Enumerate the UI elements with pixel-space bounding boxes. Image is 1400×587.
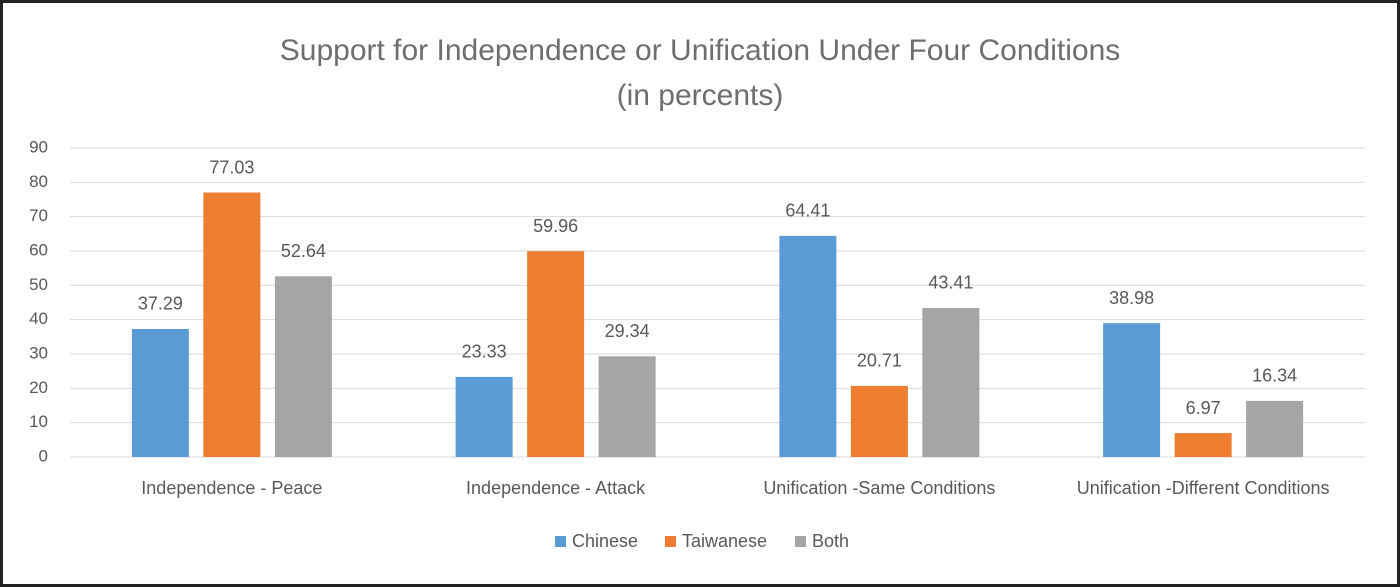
bar: [455, 376, 513, 457]
chart-title: Support for Independence or Unification …: [280, 34, 1121, 67]
bar: [779, 235, 837, 457]
value-label: 77.03: [209, 157, 254, 177]
bar: [527, 251, 585, 457]
y-tick-label: 30: [29, 343, 48, 362]
bar: [850, 385, 908, 457]
legend-swatch: [795, 536, 806, 547]
bar: [131, 328, 189, 457]
bar: [203, 192, 261, 457]
x-tick-label: Independence - Peace: [141, 478, 322, 498]
y-tick-label: 90: [29, 137, 48, 156]
value-label: 52.64: [281, 241, 326, 261]
y-tick-label: 0: [39, 446, 48, 465]
x-tick-label: Unification -Different Conditions: [1077, 478, 1330, 498]
legend: Chinese Taiwanese Both: [555, 531, 849, 551]
bar: [922, 307, 980, 457]
value-label: 64.41: [785, 201, 830, 221]
value-label: 38.98: [1109, 288, 1154, 308]
y-tick-label: 80: [29, 172, 48, 191]
y-tick-label: 50: [29, 275, 48, 294]
legend-label: Taiwanese: [682, 531, 767, 551]
value-label: 37.29: [138, 294, 183, 314]
bar: [1174, 433, 1232, 457]
value-label: 59.96: [533, 216, 578, 236]
x-tick-label: Independence - Attack: [466, 478, 646, 498]
value-label: 23.33: [462, 342, 507, 362]
y-tick-label: 20: [29, 378, 48, 397]
bar: [1103, 323, 1161, 457]
y-tick-label: 10: [29, 412, 48, 431]
y-tick-label: 40: [29, 309, 48, 328]
legend-swatch: [555, 536, 566, 547]
bar: [598, 356, 656, 457]
legend-swatch: [665, 536, 676, 547]
x-tick-label: Unification -Same Conditions: [763, 478, 995, 498]
value-label: 16.34: [1252, 366, 1297, 386]
value-label: 6.97: [1186, 398, 1221, 418]
bar: [1246, 400, 1304, 457]
value-label: 43.41: [928, 273, 973, 293]
legend-label: Chinese: [572, 531, 638, 551]
legend-label: Both: [812, 531, 849, 551]
y-tick-label: 60: [29, 240, 48, 259]
y-tick-label: 70: [29, 206, 48, 225]
value-label: 20.71: [857, 351, 902, 371]
bar: [274, 276, 332, 457]
value-label: 29.34: [605, 321, 650, 341]
chart-subtitle: (in percents): [617, 79, 784, 112]
